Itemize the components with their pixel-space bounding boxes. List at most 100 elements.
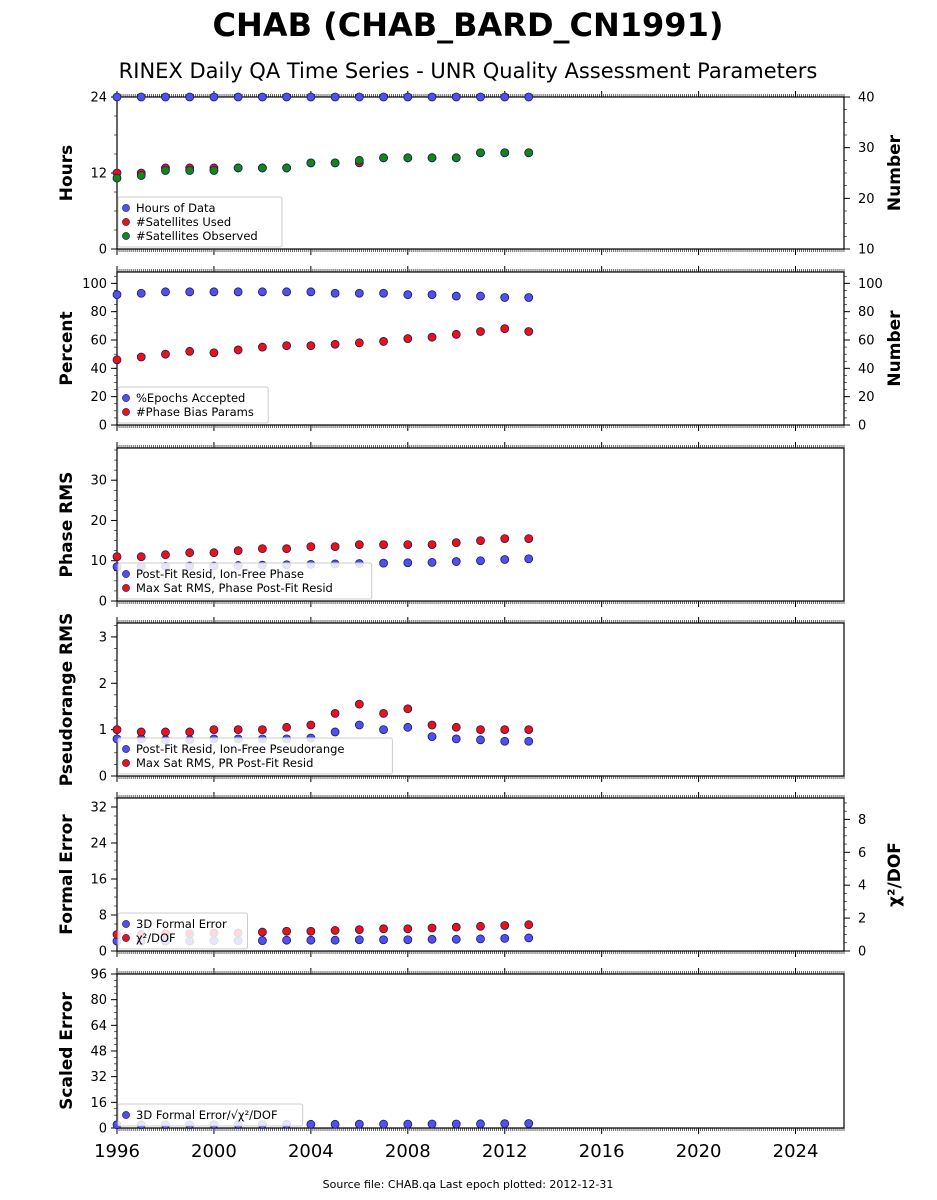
panel-2: 0 20 40 60 80 100 Percent 0 20 40 60 80 100 Number %Ep… <box>57 266 905 434</box>
data-point <box>427 557 437 567</box>
data-point <box>427 540 437 550</box>
series--epochs-accepted <box>112 287 534 302</box>
y2-tick-label: 40 <box>858 362 875 377</box>
y2-tick-label: 30 <box>858 141 875 156</box>
data-point <box>476 327 485 336</box>
data-point <box>185 548 195 558</box>
legend: %Epochs Accepted#Phase Bias Params <box>117 386 269 424</box>
data-point <box>282 287 292 297</box>
data-point <box>524 920 534 930</box>
legend-box <box>117 196 283 248</box>
data-point <box>282 163 292 173</box>
data-point <box>500 934 510 943</box>
data-point <box>403 722 413 732</box>
legend-label: Max Sat RMS, Phase Post-Fit Resid <box>136 581 333 595</box>
legend-marker <box>122 232 130 240</box>
data-point <box>282 722 292 732</box>
data-point <box>451 538 461 548</box>
data-point <box>500 293 510 302</box>
y-tick-label: 20 <box>90 390 107 405</box>
data-point <box>379 288 388 298</box>
legend: Post-Fit Resid, Ion-Free PseudorangeMax … <box>117 737 393 775</box>
data-point <box>354 288 364 298</box>
data-point <box>209 166 219 175</box>
data-point <box>354 338 364 348</box>
data-point <box>403 558 413 568</box>
y-axis-label: Formal Error <box>57 814 77 935</box>
legend-marker <box>122 570 130 578</box>
data-point <box>524 293 534 302</box>
data-point <box>330 288 340 298</box>
x-tick-label: 2024 <box>773 1141 819 1162</box>
data-point <box>282 544 292 554</box>
data-point <box>257 92 267 102</box>
data-point <box>379 540 388 550</box>
series-max-sat-rms-phase-post-fit-resid <box>112 534 534 562</box>
data-point <box>233 345 243 355</box>
data-point <box>354 92 364 102</box>
data-point <box>427 934 437 944</box>
y-tick-label: 30 <box>90 474 107 489</box>
y-tick-label: 0 <box>99 1122 107 1137</box>
data-point <box>451 153 461 163</box>
y-tick-label: 24 <box>90 837 107 852</box>
y2-axis-label: Number <box>885 134 905 211</box>
y-tick-label: 16 <box>90 1096 107 1111</box>
data-point <box>476 725 485 735</box>
data-point <box>282 341 292 351</box>
data-point <box>451 329 461 339</box>
data-point <box>306 92 316 102</box>
data-point <box>354 1119 364 1129</box>
legend-label: #Satellites Observed <box>136 229 258 243</box>
data-point <box>330 935 340 945</box>
series--phase-bias-params <box>112 324 534 365</box>
data-point <box>354 155 364 165</box>
y-tick-label: 0 <box>99 945 107 960</box>
data-point <box>500 324 510 334</box>
y2-tick-label: 100 <box>858 277 883 292</box>
legend: Hours of Data#Satellites Used#Satellites… <box>117 196 283 248</box>
data-point <box>136 171 146 180</box>
data-point <box>379 153 388 163</box>
data-point <box>379 709 388 718</box>
y-tick-label: 0 <box>99 770 107 785</box>
legend-label: #Satellites Used <box>136 215 231 229</box>
data-point <box>451 722 461 732</box>
data-point <box>257 342 267 352</box>
data-point <box>209 287 219 297</box>
data-point <box>209 92 219 102</box>
x-tick-label: 2012 <box>482 1141 528 1162</box>
data-point <box>379 337 388 346</box>
data-point <box>524 148 534 158</box>
y2-tick-label: 20 <box>858 390 875 405</box>
data-point <box>233 92 243 102</box>
data-point <box>306 542 316 552</box>
y-tick-label: 80 <box>90 993 107 1008</box>
legend-label: 3D Formal Error <box>136 917 227 931</box>
data-point <box>233 546 243 556</box>
data-point <box>136 288 146 298</box>
data-point <box>403 290 413 300</box>
x-tick-label: 2000 <box>191 1141 237 1162</box>
data-point <box>209 725 219 735</box>
data-point <box>451 557 461 566</box>
y-axis-label: Percent <box>57 311 77 385</box>
legend-marker <box>122 408 130 416</box>
data-point <box>524 534 534 543</box>
data-point <box>330 158 340 168</box>
data-point <box>427 92 437 102</box>
data-point <box>500 555 510 564</box>
data-point <box>330 339 340 349</box>
legend-box <box>117 1103 304 1127</box>
x-tick-label: 2004 <box>288 1141 334 1162</box>
data-point <box>330 1119 340 1129</box>
legend-marker <box>122 1111 130 1119</box>
data-point <box>330 709 340 718</box>
y2-tick-label: 0 <box>858 419 866 434</box>
series-points <box>112 287 534 365</box>
data-point <box>185 346 195 356</box>
